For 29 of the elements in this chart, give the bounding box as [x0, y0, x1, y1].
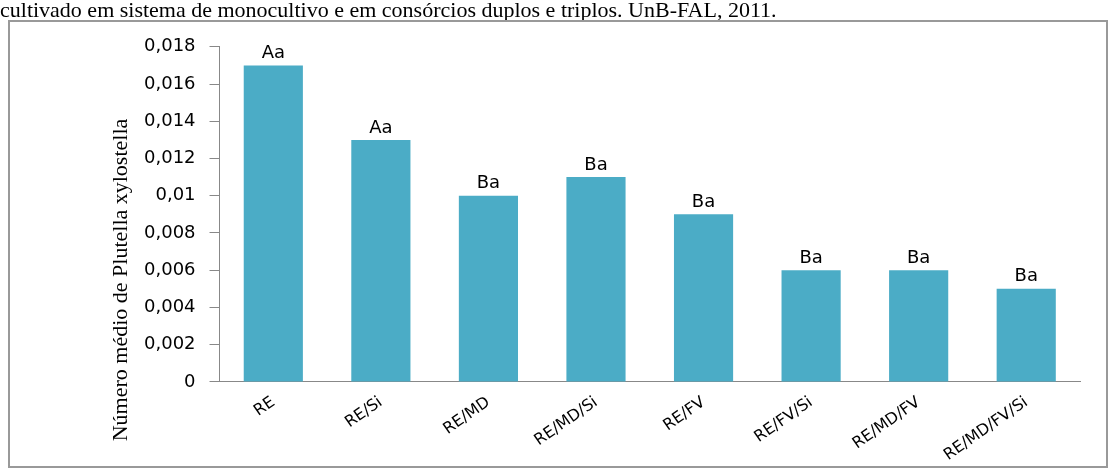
annotation: Aa — [261, 41, 285, 63]
y-tick-label: 0,004 — [144, 295, 196, 317]
annotation: Aa — [369, 115, 393, 137]
annotation: Ba — [691, 190, 716, 212]
y-tick-label: 0,012 — [144, 146, 196, 168]
annotation: Ba — [1014, 264, 1038, 286]
y-tick-label: 0,002 — [144, 332, 196, 354]
y-tick-label: 0,006 — [144, 257, 196, 279]
bar — [458, 195, 519, 382]
y-tick-label: 0,016 — [144, 71, 196, 93]
x-tick-label: RE — [249, 391, 278, 420]
y-tick-label: 0,008 — [144, 220, 196, 242]
bar — [889, 270, 949, 382]
bar — [243, 65, 303, 382]
annotation: Ba — [799, 245, 823, 267]
y-tick-label: 0 — [184, 369, 196, 391]
annotation: Ba — [476, 171, 501, 193]
bar — [781, 270, 841, 382]
chart-title: cultivado em sistema de monocultivo e em consórcios duplos e triplos. UnB-FAL, 2011. — [0, 0, 778, 22]
y-tick-label: 0,01 — [155, 183, 196, 205]
bar — [351, 139, 411, 382]
annotation: Ba — [584, 152, 608, 174]
annotation: Ba — [906, 245, 931, 267]
bar — [996, 288, 1056, 382]
y-tick-label: 0,014 — [144, 108, 196, 130]
y-tick-label: 0,018 — [144, 34, 196, 56]
bar — [566, 177, 626, 382]
y-axis-title: Número médio de Plutella xylostella — [107, 118, 133, 442]
bar — [673, 214, 734, 382]
